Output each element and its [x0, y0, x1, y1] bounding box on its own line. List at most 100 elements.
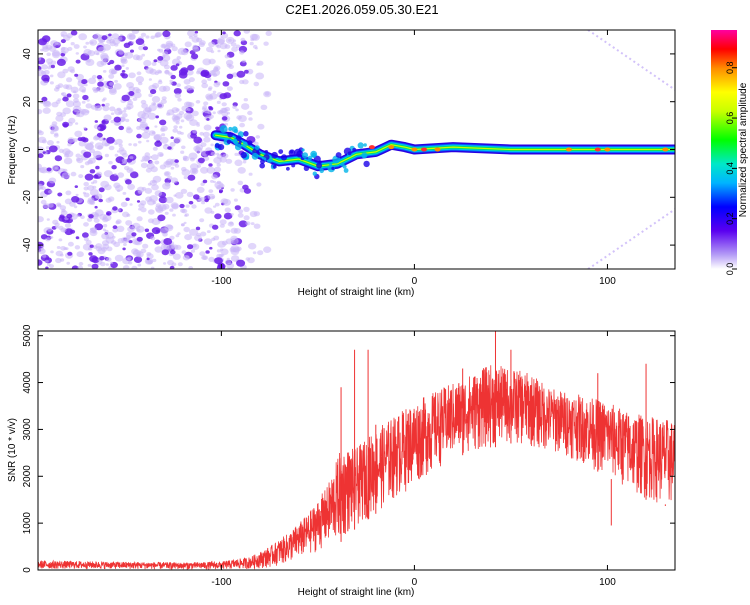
noise-blob	[78, 261, 84, 266]
noise-blob	[170, 74, 176, 80]
noise-blob	[85, 103, 93, 109]
noise-blob	[167, 146, 172, 150]
trace-blob	[218, 144, 225, 151]
noise-blob	[208, 114, 214, 119]
noise-blob	[108, 74, 115, 79]
trace-blob	[228, 126, 233, 131]
snr-x-label: Height of straight line (km)	[298, 587, 415, 598]
noise-blob	[170, 65, 178, 71]
noise-blob	[181, 208, 188, 214]
noise-blob	[60, 227, 67, 233]
noise-blob	[226, 262, 235, 269]
trace-blob	[227, 132, 233, 138]
noise-blob	[211, 174, 218, 180]
noise-blob	[175, 192, 184, 199]
noise-blob	[60, 31, 68, 37]
noise-blob	[102, 97, 107, 101]
noise-blob	[256, 182, 262, 187]
noise-blob	[121, 73, 128, 79]
noise-blob	[213, 205, 217, 208]
noise-blob	[72, 93, 80, 99]
noise-blob	[195, 226, 201, 231]
noise-blob	[130, 171, 139, 179]
trace-blob	[291, 163, 296, 168]
noise-blob	[98, 136, 104, 142]
noise-blob	[42, 254, 47, 258]
noise-blob	[105, 102, 110, 107]
noise-blob	[48, 189, 53, 194]
noise-blob	[75, 59, 81, 64]
noise-blob	[136, 236, 143, 242]
trace-blob	[251, 152, 259, 160]
noise-blob	[54, 222, 60, 227]
noise-blob	[222, 198, 232, 206]
noise-blob	[232, 105, 237, 109]
noise-blob	[113, 116, 122, 123]
noise-blob	[178, 110, 185, 115]
noise-blob	[158, 79, 162, 82]
noise-blob	[230, 42, 237, 47]
noise-blob	[84, 142, 94, 150]
noise-blob	[110, 70, 116, 74]
noise-blob	[202, 179, 208, 184]
noise-blob	[249, 33, 258, 41]
noise-blob	[218, 263, 226, 269]
colorbar-label: Normalized spectral amplitude	[738, 82, 749, 217]
noise-blob	[73, 44, 80, 49]
noise-blob	[180, 188, 188, 194]
noise-blob	[80, 165, 85, 169]
trace-blob	[303, 165, 310, 171]
noise-blob	[183, 175, 188, 180]
noise-blob	[189, 119, 198, 126]
noise-blob	[49, 81, 54, 85]
colorbar-ticks: 0.0 0.2 0.4 0.6 0.8	[725, 61, 737, 275]
trace-blob	[331, 166, 335, 171]
noise-blob	[230, 188, 235, 192]
noise-blob	[63, 157, 73, 165]
noise-blob	[216, 163, 221, 167]
noise-blob	[185, 255, 190, 259]
noise-blob	[199, 218, 205, 223]
noise-blob	[225, 59, 234, 66]
noise-blob	[164, 172, 170, 176]
noise-blob	[40, 199, 47, 205]
noise-blob	[202, 105, 208, 110]
noise-blob	[102, 228, 106, 231]
noise-blob	[95, 195, 99, 199]
trace-blob	[329, 162, 333, 166]
noise-blob	[74, 245, 81, 250]
noise-blob	[86, 217, 93, 222]
noise-blob	[121, 158, 127, 163]
noise-blob	[126, 106, 132, 111]
noise-blob	[82, 232, 89, 238]
noise-blob	[94, 205, 98, 209]
noise-blob	[208, 163, 213, 167]
noise-blob	[41, 64, 48, 70]
noise-blob	[170, 250, 176, 255]
noise-blob	[164, 143, 168, 147]
noise-blob	[213, 82, 220, 88]
trace-peak	[565, 147, 572, 152]
noise-blob	[71, 265, 79, 269]
noise-blob	[151, 131, 156, 135]
noise-blob	[70, 30, 78, 36]
noise-blob	[233, 30, 241, 37]
y-tick-label: 40	[22, 48, 33, 60]
noise-blob	[226, 257, 230, 261]
noise-blob	[161, 133, 166, 137]
noise-blob	[226, 86, 233, 91]
noise-blob	[188, 152, 198, 160]
noise-blob	[220, 32, 229, 39]
noise-blob	[188, 266, 193, 269]
noise-blob	[86, 98, 90, 102]
noise-blob	[120, 201, 128, 208]
noise-blob	[157, 214, 166, 222]
noise-blob	[70, 42, 75, 46]
noise-blob	[122, 191, 127, 195]
noise-blob	[95, 243, 103, 249]
noise-blob	[208, 189, 214, 194]
spectrogram-y-label: Frequency (Hz)	[7, 116, 18, 185]
noise-blob	[216, 154, 223, 160]
noise-blob	[117, 172, 125, 178]
noise-blob	[125, 118, 130, 123]
